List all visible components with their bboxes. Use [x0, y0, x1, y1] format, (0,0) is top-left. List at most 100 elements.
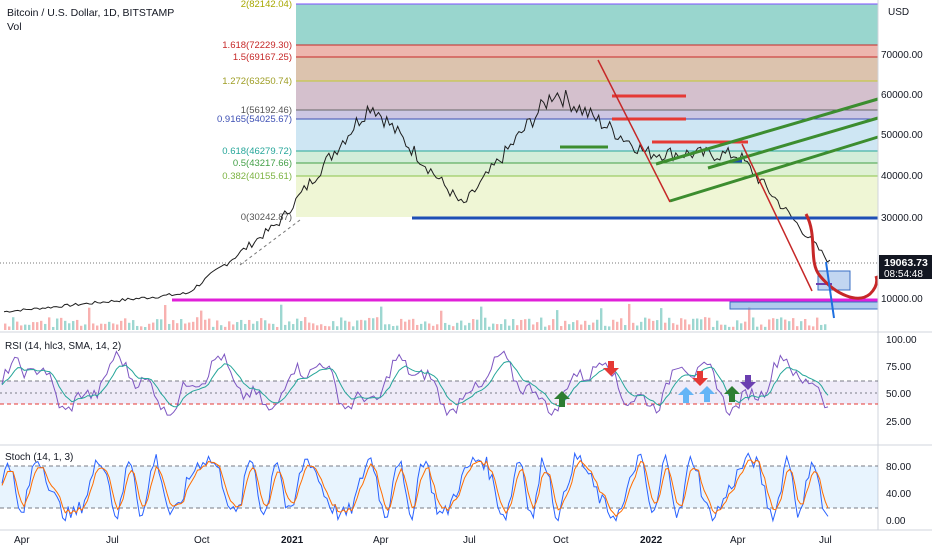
volume-bar — [652, 320, 655, 330]
volume-bar — [268, 323, 271, 330]
volume-bar — [664, 322, 667, 330]
time-tick: Oct — [194, 535, 210, 546]
volume-bar — [284, 324, 287, 330]
volume-bar — [728, 326, 731, 330]
volume-bar — [388, 324, 391, 330]
volume-bar — [64, 320, 67, 330]
down-arrow-icon — [603, 361, 619, 376]
volume-bar — [196, 317, 199, 330]
time-tick: Apr — [14, 535, 30, 546]
last-price-tag — [879, 255, 932, 279]
volume-bar — [540, 317, 543, 330]
volume-bar — [788, 321, 791, 330]
fib-zone-05-0382 — [296, 163, 878, 176]
volume-bar — [588, 324, 591, 330]
volume-bar — [84, 324, 87, 330]
volume-bar — [616, 321, 619, 330]
volume-bar — [236, 322, 239, 330]
volume-bar — [776, 318, 779, 330]
up-arrow-icon — [699, 386, 715, 402]
volume-bar — [784, 319, 787, 330]
volume-bar — [332, 321, 335, 330]
volume-bar — [552, 319, 555, 330]
volume-bar — [148, 323, 151, 330]
volume-bar — [688, 324, 691, 330]
rsi-tick-75: 75.00 — [886, 362, 911, 373]
volume-bar — [488, 326, 491, 330]
stoch-label: Stoch (14, 1, 3) — [5, 452, 73, 463]
fib-zone-1272-1 — [296, 81, 878, 110]
volume-bar — [584, 320, 587, 330]
volume-bar — [804, 318, 807, 330]
volume-bar — [740, 323, 743, 330]
volume-bar — [452, 326, 455, 330]
volume-bar — [200, 310, 203, 330]
volume-bar — [568, 324, 571, 330]
volume-bar — [328, 326, 331, 330]
volume-bar — [20, 325, 23, 330]
volume-bar — [672, 323, 675, 330]
volume-bar — [592, 322, 595, 330]
volume-bar — [300, 321, 303, 330]
up-arrow-icon — [724, 386, 740, 402]
volume-bar — [40, 320, 43, 330]
volume-bar — [520, 319, 523, 330]
volume-bar — [68, 323, 71, 330]
fib-label-15: 1.5(69167.25) — [233, 52, 292, 63]
stoch-d-line — [1, 459, 829, 517]
volume-bar — [572, 322, 575, 330]
volume-bar — [820, 324, 823, 330]
volume-bar — [780, 317, 783, 330]
volume-bar — [344, 320, 347, 330]
time-tick: 2022 — [640, 535, 663, 546]
volume-bar — [384, 324, 387, 330]
volume-bar — [504, 319, 507, 330]
volume-bar — [360, 319, 363, 330]
stoch-tick-0: 0.00 — [886, 516, 906, 527]
volume-bar — [272, 323, 275, 330]
volume-bar — [336, 326, 339, 330]
volume-bar — [220, 325, 223, 330]
price-line — [3, 89, 831, 313]
blue-projection — [825, 261, 835, 319]
volume-bar — [808, 325, 811, 330]
channel-line-middle — [707, 116, 879, 170]
volume-bar — [492, 323, 495, 330]
volume-bar — [264, 320, 267, 330]
time-tick: 2021 — [281, 535, 304, 546]
time-axis: Apr Jul Oct 2021 Apr Jul Oct 2022 Apr Ju… — [14, 535, 832, 546]
fib-label-1618: 1.618(72229.30) — [222, 40, 292, 51]
fib-label-05: 0.5(43217.66) — [233, 158, 292, 169]
volume-bar — [732, 326, 735, 330]
volume-bar — [104, 323, 107, 330]
volume-bar — [544, 326, 547, 330]
rsi-ma-line — [1, 361, 829, 408]
volume-bar — [76, 319, 79, 330]
countdown-value: 08:54:48 — [884, 269, 923, 280]
volume-bar — [444, 322, 447, 330]
volume-bar — [424, 321, 427, 330]
volume-bar — [176, 323, 179, 330]
volume-bar — [116, 324, 119, 330]
volume-bar — [496, 324, 499, 330]
volume-bar — [232, 324, 235, 330]
volume-bar — [324, 325, 327, 330]
volume-bar — [132, 320, 135, 330]
volume-bar — [156, 319, 159, 330]
volume-bar — [712, 326, 715, 330]
volume-bar — [456, 322, 459, 330]
volume-bar — [12, 317, 15, 330]
dashed-projection — [239, 219, 301, 266]
volume-bar — [460, 320, 463, 330]
volume-bar — [52, 326, 55, 330]
volume-bars — [4, 303, 827, 330]
volume-bar — [112, 323, 115, 330]
volume-bar — [400, 318, 403, 330]
volume-bar — [144, 326, 147, 330]
volume-bar — [192, 321, 195, 330]
volume-bar — [772, 318, 775, 330]
fib-label-0: 0(30242.87) — [241, 212, 292, 223]
volume-bar — [32, 322, 35, 330]
volume-bar — [224, 326, 227, 330]
